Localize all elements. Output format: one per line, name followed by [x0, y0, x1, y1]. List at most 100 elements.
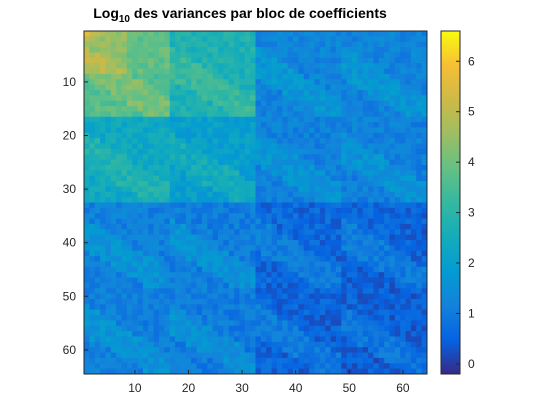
heatmap-cell: [223, 304, 230, 311]
heatmap-cell: [394, 234, 401, 241]
heatmap-cell: [325, 282, 331, 289]
heatmap-cell: [228, 132, 235, 139]
heatmap-cell: [384, 127, 390, 134]
heatmap-cell: [126, 223, 133, 230]
heatmap-cell: [271, 122, 278, 128]
heatmap-cell: [137, 170, 144, 177]
heatmap-cell: [410, 36, 417, 43]
heatmap-cell: [100, 63, 106, 69]
colorbar-tick-label: 0: [468, 357, 475, 371]
heatmap-cell: [175, 363, 181, 370]
heatmap-cell: [271, 304, 278, 311]
heatmap-cell: [84, 223, 90, 230]
heatmap-cell: [234, 298, 240, 305]
heatmap-cell: [303, 89, 310, 96]
heatmap-cell: [378, 202, 385, 209]
heatmap-cell: [357, 250, 364, 257]
heatmap-cell: [325, 132, 331, 139]
heatmap-cell: [389, 127, 396, 134]
heatmap-cell: [89, 245, 96, 252]
heatmap-cell: [132, 331, 138, 337]
heatmap-cell: [142, 288, 149, 295]
heatmap-cell: [164, 111, 171, 118]
heatmap-cell: [105, 213, 112, 219]
heatmap-cell: [394, 36, 401, 43]
heatmap-cell: [276, 341, 283, 348]
heatmap-cell: [266, 240, 272, 246]
heatmap-cell: [217, 315, 224, 321]
heatmap-cell: [196, 309, 203, 316]
heatmap-cell: [298, 79, 305, 85]
heatmap-cell: [207, 84, 214, 91]
heatmap-cell: [94, 357, 101, 364]
heatmap-cell: [201, 31, 208, 37]
heatmap-cell: [287, 250, 294, 257]
heatmap-cell: [164, 164, 171, 171]
heatmap-cell: [389, 320, 396, 327]
heatmap-cell: [159, 282, 165, 289]
heatmap-cell: [180, 352, 187, 359]
heatmap-cell: [282, 250, 289, 257]
heatmap-cell: [378, 197, 385, 203]
heatmap-cell: [330, 170, 337, 177]
heatmap-cell: [212, 357, 219, 364]
heatmap-cell: [287, 164, 294, 171]
heatmap-cell: [217, 159, 224, 166]
heatmap-cell: [175, 213, 181, 219]
heatmap-cell: [105, 57, 112, 64]
heatmap-cell: [105, 234, 112, 241]
heatmap-cell: [266, 331, 272, 337]
heatmap-cell: [400, 111, 406, 118]
heatmap-cell: [405, 154, 412, 161]
heatmap-cell: [346, 298, 353, 305]
heatmap-cell: [153, 315, 160, 321]
heatmap-cell: [250, 159, 256, 166]
heatmap-cell: [405, 122, 412, 128]
heatmap-cell: [319, 288, 326, 295]
heatmap-cell: [244, 186, 251, 193]
heatmap-cell: [410, 288, 417, 295]
heatmap-cell: [368, 106, 374, 112]
heatmap-cell: [180, 288, 187, 295]
heatmap-cell: [142, 213, 149, 219]
heatmap-cell: [389, 175, 396, 182]
heatmap-cell: [351, 197, 358, 203]
heatmap-cell: [116, 223, 122, 230]
heatmap-cell: [351, 207, 358, 214]
heatmap-cell: [276, 138, 283, 144]
heatmap-cell: [191, 89, 197, 96]
heatmap-cell: [319, 341, 326, 348]
heatmap-cell: [325, 159, 331, 166]
heatmap-cell: [159, 363, 165, 370]
heatmap-cell: [100, 229, 106, 236]
heatmap-cell: [207, 95, 214, 102]
heatmap-cell: [185, 229, 192, 236]
heatmap-cell: [287, 175, 294, 182]
heatmap-cell: [400, 36, 406, 43]
heatmap-cell: [100, 282, 106, 289]
heatmap-cell: [405, 127, 412, 134]
heatmap-cell: [185, 175, 192, 182]
heatmap-cell: [330, 245, 337, 252]
heatmap-cell: [405, 272, 412, 278]
heatmap-cell: [153, 52, 160, 59]
heatmap-cell: [153, 277, 160, 284]
heatmap-cell: [282, 63, 289, 69]
heatmap-cell: [260, 309, 267, 316]
heatmap-cell: [164, 79, 171, 85]
heatmap-cell: [357, 191, 364, 198]
heatmap-cell: [421, 47, 428, 53]
heatmap-cell: [94, 95, 101, 102]
heatmap-cell: [116, 159, 122, 166]
heatmap-cell: [357, 223, 364, 230]
heatmap-cell: [368, 309, 374, 316]
heatmap-cell: [416, 52, 423, 59]
heatmap-cell: [207, 57, 214, 64]
heatmap-cell: [132, 41, 138, 48]
heatmap-cell: [153, 250, 160, 257]
heatmap-cell: [159, 288, 165, 295]
heatmap-cell: [212, 148, 219, 155]
heatmap-cell: [346, 207, 353, 214]
heatmap-cell: [373, 63, 380, 69]
heatmap-cell: [330, 341, 337, 348]
